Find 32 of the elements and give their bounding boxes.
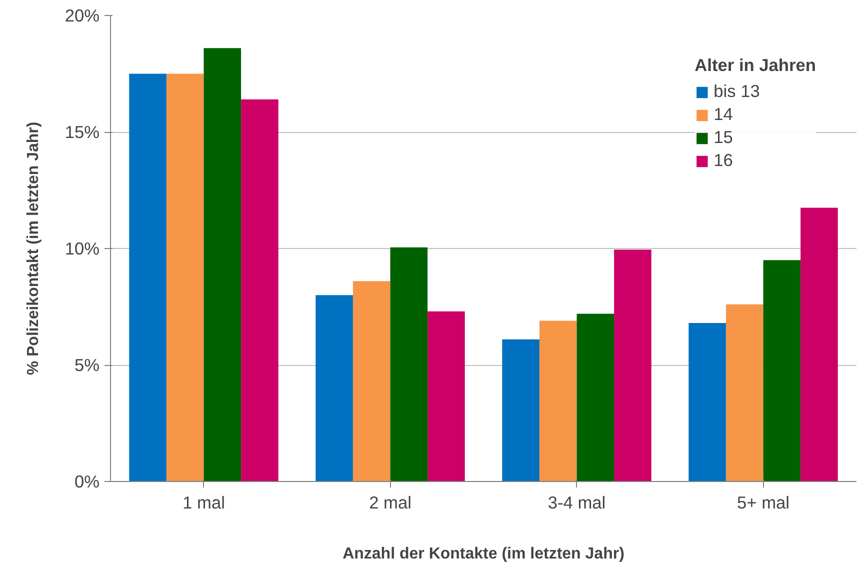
bar [502,339,540,482]
legend-title: Alter in Jahren [694,55,816,76]
bar [204,48,242,482]
x-tick-label: 1 mal [182,492,225,512]
y-tick-label: 10% [64,238,100,258]
x-tick-label: 3-4 mal [548,492,606,512]
bar [688,323,726,482]
bar [316,295,353,482]
bar [763,260,801,482]
bar [352,281,390,482]
x-axis-title: Anzahl der Kontakte (im letzten Jahr) [342,546,624,562]
x-tick-label: 2 mal [369,492,412,512]
y-tick-label: 0% [74,472,100,492]
legend-label: 15 [714,127,734,148]
y-tick-label: 5% [74,355,100,375]
bar [576,314,614,482]
legend-label: 16 [714,150,734,171]
bar [800,208,838,482]
y-axis-title: % Polizeikontakt (im letzten Jahr) [24,122,42,376]
bar [390,247,428,482]
x-tick-label: 5+ mal [737,492,790,512]
bar [539,320,577,482]
bar [614,250,652,482]
bar [726,304,764,482]
legend-label: 14 [714,104,734,125]
bar [129,74,166,482]
y-tick-label: 20% [64,6,100,26]
legend-label: bis 13 [714,81,760,102]
bar [166,74,204,482]
bar [428,311,465,482]
bar [241,99,278,482]
y-tick-label: 15% [64,122,100,142]
